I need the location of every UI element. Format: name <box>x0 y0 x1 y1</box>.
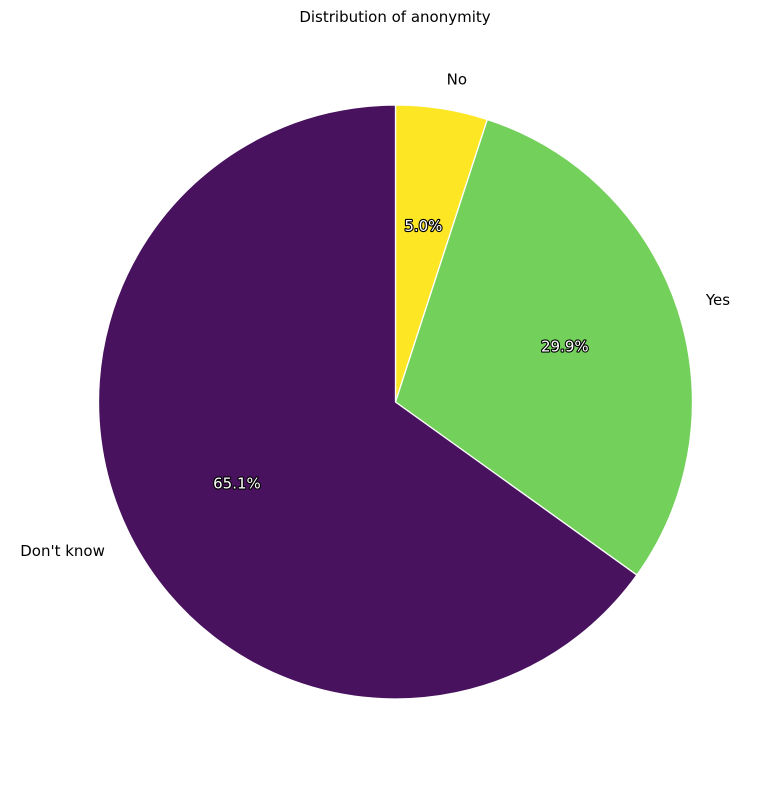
pie-slice-don-t-know <box>97 104 638 700</box>
pie-slices <box>97 104 694 700</box>
slice-pct-don-t-know: 65.1% <box>213 474 261 492</box>
slice-pct-yes: 29.9% <box>541 337 589 355</box>
pie-slice-yes <box>394 118 694 576</box>
slice-label-yes: Yes <box>705 291 730 309</box>
slice-label-no: No <box>447 70 467 88</box>
pie-labels: No 5.0% Yes 29.9% Don't know 65.1% <box>20 70 730 560</box>
slice-label-don-t-know: Don't know <box>20 542 105 560</box>
chart-title: Distribution of anonymity <box>299 8 490 26</box>
slice-pct-no: 5.0% <box>404 217 442 235</box>
